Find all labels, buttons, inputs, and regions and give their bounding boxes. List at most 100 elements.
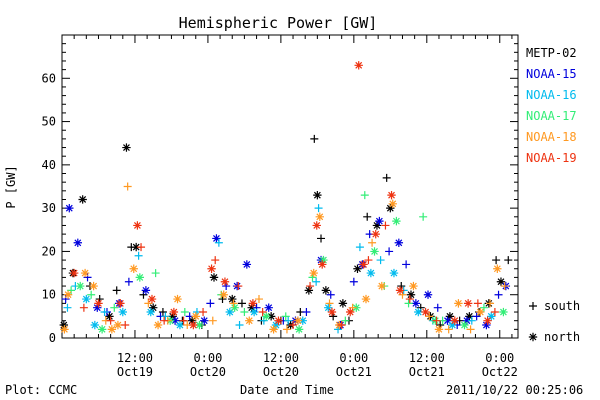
noaa-18-point-north — [173, 294, 182, 304]
noaa-19-point-south — [234, 282, 243, 291]
noaa-19-point-south — [137, 243, 146, 252]
noaa-19-point-north — [450, 316, 459, 325]
metp-02-point-south — [112, 286, 121, 295]
noaa-18-point-north — [113, 320, 123, 330]
legend-item-noaa-17: NOAA-17 — [526, 109, 577, 123]
x-tick-label: 12:00 — [263, 351, 299, 365]
noaa-17-point-south — [360, 191, 369, 200]
noaa-19-point-south — [106, 316, 115, 325]
footer-credit: Plot: CCMC — [5, 383, 78, 397]
noaa-16-point-south — [134, 251, 143, 260]
noaa-18-point-south — [325, 299, 334, 308]
noaa-16-point-south — [312, 277, 321, 286]
metp-02-point-north — [131, 242, 141, 252]
noaa-16-point-north — [82, 294, 91, 304]
noaa-17-point-south — [151, 269, 160, 278]
noaa-15-point-north — [170, 316, 180, 325]
noaa-17-point-south — [479, 303, 488, 312]
metp-02-point-north — [105, 312, 114, 321]
marker-legend-label: north — [544, 330, 580, 344]
noaa-15-point-north — [73, 238, 83, 247]
legend-item-noaa-16: NOAA-16 — [526, 88, 577, 102]
metp-02-point-north — [386, 203, 395, 213]
noaa-15-point-north — [411, 299, 421, 308]
noaa-15-point-north — [141, 286, 151, 295]
noaa-18-point-north — [191, 312, 200, 321]
metp-02-point-north — [321, 286, 331, 295]
x-date-label: Oct19 — [117, 365, 153, 379]
noaa-15-point-north — [462, 316, 472, 325]
noaa-19-point-south — [364, 256, 373, 265]
noaa-15-point-north — [423, 290, 433, 299]
noaa-18-point-south — [282, 325, 291, 334]
noaa-16-point-south — [161, 312, 170, 321]
y-tick-label: 10 — [42, 288, 56, 302]
x-tick-label: 0:00 — [193, 351, 222, 365]
noaa-19-point-south — [179, 316, 188, 325]
x-tick-label: 0:00 — [339, 351, 368, 365]
noaa-19-point-north — [116, 299, 125, 308]
noaa-18-point-north — [129, 264, 138, 273]
x-tick-label: 12:00 — [117, 351, 153, 365]
noaa-19-point-south — [381, 221, 390, 230]
legend: METP-02 NOAA-15 NOAA-16 NOAA-17 NOAA-18 NOAA-… — [526, 46, 577, 165]
metp-02-point-north — [187, 316, 197, 325]
x-axis-label: Date and Time — [240, 383, 334, 397]
noaa-17-point-north — [370, 247, 379, 256]
y-tick-label: 60 — [42, 71, 56, 85]
noaa-18-point-south — [444, 325, 453, 334]
noaa-18-point-north — [153, 320, 163, 330]
noaa-15-point-north — [212, 234, 221, 243]
y-axis-label: P [GW] — [4, 165, 18, 208]
noaa-16-point-south — [467, 316, 476, 325]
noaa-17-point-south — [341, 316, 350, 325]
noaa-16-point-north — [448, 320, 457, 330]
noaa-18-point-south — [466, 325, 475, 334]
noaa-18-point-south — [368, 238, 377, 247]
metp-02-point-north — [465, 312, 474, 321]
noaa-18-point-north — [315, 212, 324, 221]
noaa-16-point-south — [100, 308, 109, 317]
metp-02-point-north — [372, 221, 382, 230]
x-tick-label: 12:00 — [409, 351, 445, 365]
noaa-19-point-south — [289, 321, 298, 330]
noaa-19-point-north — [421, 307, 430, 317]
legend-item-metp-02: METP-02 — [526, 46, 577, 60]
noaa-17-point-north — [294, 325, 304, 334]
noaa-18-point-north — [107, 325, 117, 334]
metp-02-point-north — [338, 299, 348, 308]
noaa-19-point-north — [207, 264, 216, 273]
x-axis: 12:00 0:00 12:00 0:00 12:00 0:00 Oct19 Oct20 Oct… — [61, 35, 518, 379]
noaa-18-point-south — [123, 182, 132, 191]
metp-02-point-north — [78, 195, 87, 204]
noaa-17-point-south — [404, 299, 413, 308]
metp-02-point-north — [122, 143, 131, 152]
noaa-16-point-south — [284, 316, 293, 325]
marker-legend-label: south — [544, 299, 580, 313]
noaa-16-point-south — [314, 204, 323, 213]
noaa-15-point-south — [385, 247, 394, 256]
metp-02-point-north — [209, 273, 219, 282]
noaa-16-point-north — [324, 303, 333, 312]
metp-02-point-south — [237, 299, 246, 308]
noaa-17-point-north — [499, 307, 508, 317]
y-tick-label: 50 — [42, 115, 56, 129]
noaa-15-point-south — [326, 290, 335, 299]
metp-02-point-north — [313, 190, 322, 200]
metp-02-point-south — [492, 256, 501, 265]
noaa-19-point-north — [463, 299, 473, 308]
noaa-19-point-north — [371, 229, 380, 239]
y-tick-label: 20 — [42, 244, 56, 258]
noaa-16-point-north — [146, 307, 155, 317]
metp-02-point-south — [504, 256, 513, 265]
noaa-18-point-north — [63, 290, 73, 299]
plot-frame — [61, 34, 519, 339]
noaa-18-point-north — [454, 299, 463, 308]
noaa-19-point-south — [405, 295, 414, 304]
noaa-16-point-north — [298, 316, 307, 325]
noaa-19-point-north — [274, 316, 283, 325]
noaa-19-point-north — [220, 277, 230, 286]
x-date-label: Oct20 — [190, 365, 226, 379]
noaa-18-point-north — [309, 268, 318, 278]
